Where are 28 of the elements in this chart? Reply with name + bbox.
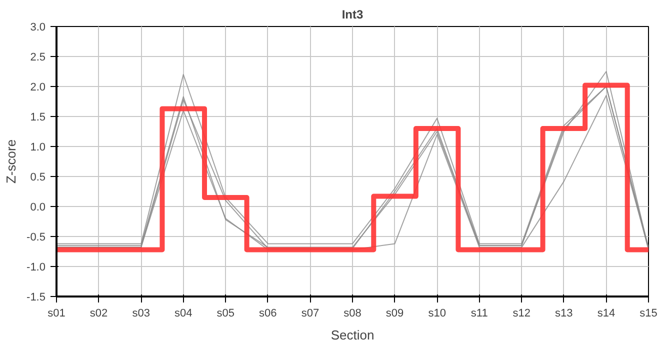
x-tick-label: s06 [259,308,277,320]
x-tick-label: s03 [132,308,150,320]
x-tick-label: s10 [428,308,446,320]
y-axis-title: Z-score [4,139,19,184]
x-tick-label: s05 [216,308,235,320]
x-tick-label: s14 [597,308,616,320]
y-tick-label: 0.0 [30,202,46,214]
x-tick-label: s15 [640,308,658,320]
x-tick-label: s11 [470,308,488,320]
y-tick-label: 0.5 [30,172,46,184]
x-tick-label: s08 [344,308,362,320]
y-tick-label: -0.5 [26,232,46,244]
y-tick-label: 2.5 [30,52,46,64]
y-tick-label: 1.0 [30,142,46,154]
chart-title: Int3 [342,8,364,22]
x-tick-label: s02 [90,308,108,320]
x-axis-title: Section [330,328,374,342]
x-tick-label: s12 [512,308,531,320]
y-tick-label: 3.0 [30,22,46,34]
y-tick-label: 2.0 [30,82,46,94]
x-tick-label: s13 [555,308,573,320]
y-tick-label: -1.0 [26,262,46,274]
x-tick-label: s04 [174,308,192,320]
y-tick-label: -1.5 [26,292,46,304]
x-tick-label: s01 [48,308,66,320]
x-tick-label: s07 [301,308,320,320]
x-tick-label: s09 [386,308,404,320]
y-tick-label: 1.5 [30,112,46,124]
